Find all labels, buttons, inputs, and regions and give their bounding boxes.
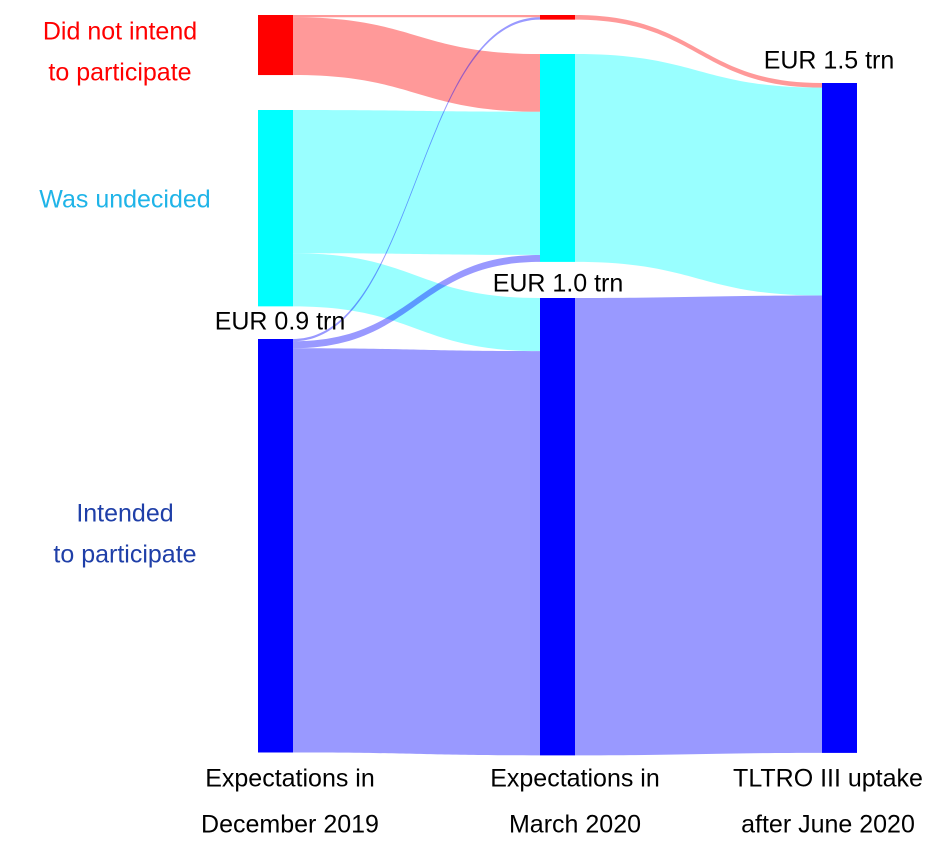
- flow: [293, 254, 540, 349]
- node-label: to participate: [48, 59, 191, 87]
- column-label: after June 2020: [741, 811, 915, 839]
- nodes: [258, 15, 857, 756]
- flow: [293, 348, 540, 756]
- annotation: EUR 0.9 trn: [215, 308, 346, 336]
- node: [822, 83, 857, 753]
- node: [258, 110, 293, 307]
- node-label: Intended: [76, 500, 173, 528]
- flow: [293, 15, 540, 18]
- node-label: Was undecided: [39, 186, 210, 214]
- annotation: EUR 1.5 trn: [764, 47, 895, 75]
- node: [540, 298, 575, 756]
- column-label: March 2020: [509, 811, 641, 839]
- links: [293, 15, 822, 756]
- flow: [575, 15, 822, 88]
- flow: [293, 17, 540, 342]
- flow: [293, 110, 540, 255]
- column-label: TLTRO III uptake: [733, 765, 923, 793]
- node-label: Did not intend: [43, 18, 197, 46]
- node: [540, 15, 575, 20]
- node: [258, 339, 293, 753]
- annotation: EUR 1.0 trn: [493, 270, 624, 298]
- node: [258, 15, 293, 76]
- column-label: Expectations in: [205, 765, 375, 793]
- column-label: Expectations in: [490, 765, 660, 793]
- flow: [575, 295, 822, 756]
- flow: [293, 17, 540, 112]
- flow: [575, 54, 822, 296]
- column-label: December 2019: [201, 811, 379, 839]
- node: [540, 54, 575, 262]
- node-label: to participate: [53, 541, 196, 569]
- flow: [293, 253, 540, 352]
